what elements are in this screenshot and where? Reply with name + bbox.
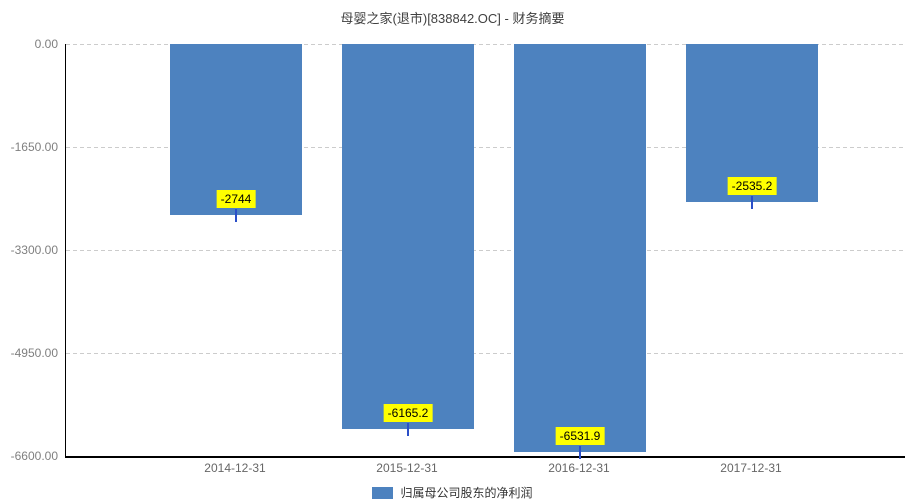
gridline <box>66 147 905 148</box>
y-axis-tick-label: -4950.00 <box>10 346 58 360</box>
data-value-label: -2535.2 <box>727 177 777 195</box>
value-tick-connector <box>407 423 409 436</box>
x-axis-tick-label: 2014-12-31 <box>204 461 266 475</box>
x-axis-tick-label: 2015-12-31 <box>376 461 438 475</box>
y-axis-tick-label: -6600.00 <box>10 449 58 463</box>
legend[interactable]: 归属母公司股东的净利润 <box>0 484 905 501</box>
gridline <box>66 353 905 354</box>
y-axis-tick-label: -3300.00 <box>10 243 58 257</box>
value-tick-connector <box>235 209 237 222</box>
y-axis-tick-label: -1650.00 <box>10 140 58 154</box>
x-axis-tick-label: 2016-12-31 <box>548 461 610 475</box>
data-value-label: -2744 <box>216 190 256 208</box>
legend-swatch-icon <box>372 486 394 499</box>
data-value-label: -6165.2 <box>383 404 433 422</box>
bar-2015-12-31[interactable] <box>342 44 474 429</box>
legend-series-label: 归属母公司股东的净利润 <box>400 486 533 500</box>
y-axis-tick-label: 0.00 <box>34 37 58 51</box>
plot-area: -2744 -6165.2 -6531.9 -2535.2 <box>65 44 905 459</box>
value-tick-connector <box>579 446 581 459</box>
gridline <box>66 250 905 251</box>
value-tick-connector <box>751 196 753 209</box>
x-axis-tick-label: 2017-12-31 <box>720 461 782 475</box>
gridline <box>66 44 905 45</box>
bar-2016-12-31[interactable] <box>514 44 646 452</box>
chart-title: 母婴之家(退市)[838842.OC] - 财务摘要 <box>340 11 565 26</box>
data-value-label: -6531.9 <box>555 427 605 445</box>
bar-2017-12-31[interactable] <box>686 44 818 202</box>
bar-2014-12-31[interactable] <box>170 44 302 215</box>
